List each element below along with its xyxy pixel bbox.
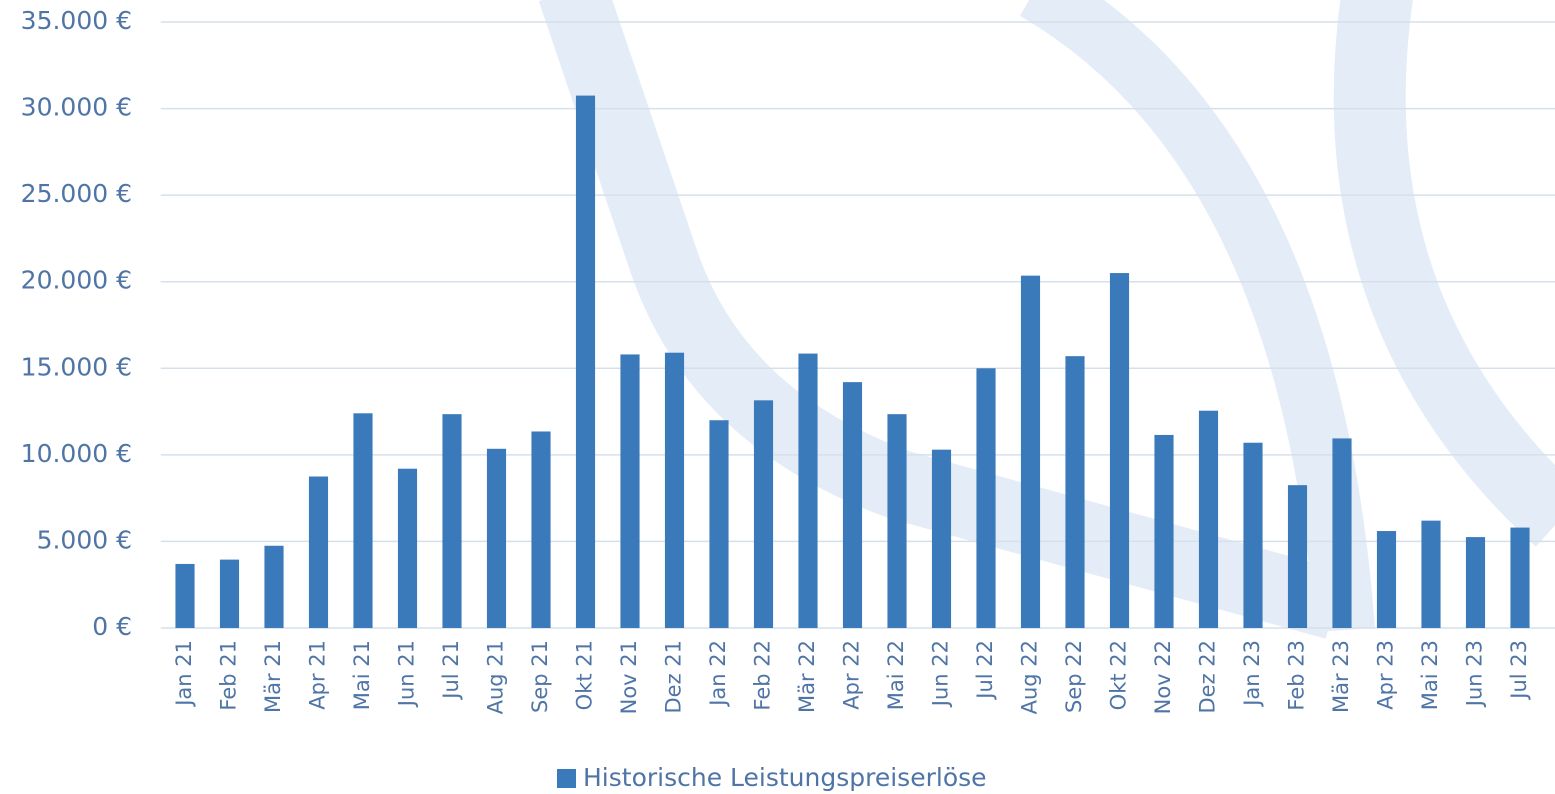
x-tick-label: Okt 22 xyxy=(1107,640,1131,710)
x-tick-label: Jul 21 xyxy=(439,640,463,701)
x-tick-label: Jun 23 xyxy=(1463,640,1487,708)
bar xyxy=(931,449,952,628)
bar xyxy=(709,420,729,628)
x-tick-label: Sep 22 xyxy=(1062,640,1086,713)
x-tick-label: Dez 21 xyxy=(662,640,686,714)
y-tick-label: 30.000 € xyxy=(21,93,132,122)
bar xyxy=(1109,273,1130,628)
bar xyxy=(397,468,418,628)
x-tick-label: Feb 23 xyxy=(1285,640,1309,711)
x-tick-label: Nov 21 xyxy=(617,640,641,714)
y-tick-label: 5.000 € xyxy=(37,525,132,554)
x-tick-label: Apr 23 xyxy=(1374,640,1398,710)
y-tick-label: 25.000 € xyxy=(21,179,132,208)
x-tick-label: Mai 21 xyxy=(350,640,374,710)
bar xyxy=(1465,537,1486,628)
bar xyxy=(575,95,596,629)
x-tick-label: Jul 22 xyxy=(973,640,997,701)
x-tick-label: Mär 21 xyxy=(261,640,285,713)
x-tick-label: Aug 22 xyxy=(1018,640,1042,714)
bar xyxy=(887,414,907,628)
x-tick-label: Mär 23 xyxy=(1329,640,1353,713)
bar xyxy=(664,352,685,628)
bar xyxy=(1332,438,1352,628)
bar xyxy=(1065,356,1085,628)
x-tick-label: Jan 21 xyxy=(172,640,196,708)
bar xyxy=(1198,410,1219,628)
x-tick-label: Jun 22 xyxy=(929,640,953,708)
x-tick-label: Dez 22 xyxy=(1196,640,1220,714)
y-tick-label: 0 € xyxy=(92,612,132,641)
y-tick-label: 10.000 € xyxy=(21,439,132,468)
y-tick-label: 35.000 € xyxy=(21,6,132,35)
bar xyxy=(264,545,284,628)
x-tick-label: Mai 23 xyxy=(1418,640,1442,710)
bar xyxy=(620,354,640,628)
x-tick-label: Jan 23 xyxy=(1240,640,1264,708)
x-tick-label: Feb 22 xyxy=(751,640,775,711)
x-tick-label: Sep 21 xyxy=(528,640,552,713)
bar xyxy=(1510,527,1530,628)
legend-label: Historische Leistungspreiserlöse xyxy=(583,763,987,792)
x-tick-label: Aug 21 xyxy=(484,640,508,714)
x-tick-label: Jan 22 xyxy=(706,640,730,708)
bar xyxy=(219,559,240,628)
bar xyxy=(798,353,818,628)
x-tick-label: Feb 21 xyxy=(217,640,241,711)
bar xyxy=(486,448,507,628)
x-tick-label: Mär 22 xyxy=(795,640,819,713)
x-tick-label: Jul 23 xyxy=(1507,640,1531,701)
bar xyxy=(1020,275,1041,628)
legend-swatch xyxy=(557,769,576,788)
x-tick-label: Jun 21 xyxy=(395,640,419,708)
bar xyxy=(976,368,996,628)
x-tick-label: Mai 22 xyxy=(884,640,908,710)
bar xyxy=(1154,434,1174,628)
bar xyxy=(353,413,373,628)
y-tick-label: 15.000 € xyxy=(21,352,132,381)
x-tick-label: Nov 22 xyxy=(1151,640,1175,714)
x-tick-label: Apr 21 xyxy=(306,640,330,710)
bar xyxy=(1421,520,1441,628)
bar xyxy=(753,400,774,628)
bar xyxy=(1376,531,1397,628)
bar xyxy=(531,431,551,628)
bar xyxy=(175,563,195,628)
bar xyxy=(442,414,462,628)
bar xyxy=(1287,485,1308,628)
bar xyxy=(308,476,329,628)
y-tick-label: 20.000 € xyxy=(21,266,132,295)
bar xyxy=(1243,442,1263,628)
x-tick-label: Okt 21 xyxy=(573,640,597,710)
x-tick-label: Apr 22 xyxy=(840,640,864,710)
bar xyxy=(842,382,863,628)
